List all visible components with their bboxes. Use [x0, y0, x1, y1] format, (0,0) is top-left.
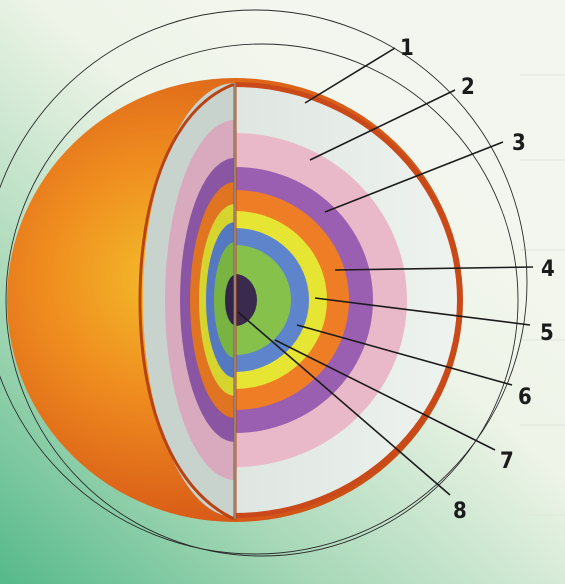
- leader-line-5: [314, 297, 531, 326]
- label-7: 7: [500, 449, 514, 474]
- leader-line-8: [237, 311, 451, 496]
- background-rules: [520, 74, 565, 516]
- label-4: 4: [541, 257, 555, 282]
- label-5: 5: [540, 321, 554, 346]
- leader-line-6: [296, 324, 513, 386]
- label-6: 6: [518, 385, 532, 410]
- label-1: 1: [400, 36, 414, 61]
- leader-line-3: [324, 141, 504, 213]
- cutaway-edge: [138, 83, 237, 520]
- label-8: 8: [453, 499, 467, 524]
- leader-line-7: [274, 339, 496, 451]
- cutaway-left-face: [143, 83, 235, 517]
- leader-lines: [237, 47, 534, 496]
- leader-line-4: [334, 266, 534, 271]
- cutaway-right-face: [235, 82, 462, 518]
- leader-line-1: [304, 47, 396, 104]
- leader-line-2: [309, 89, 456, 161]
- orbit-circle-outer: [0, 9, 528, 555]
- layer-7: [235, 245, 291, 355]
- layer-8-core: [235, 274, 257, 326]
- label-3: 3: [512, 131, 526, 156]
- label-2: 2: [461, 75, 475, 100]
- orbit-circle-inner: [5, 43, 519, 557]
